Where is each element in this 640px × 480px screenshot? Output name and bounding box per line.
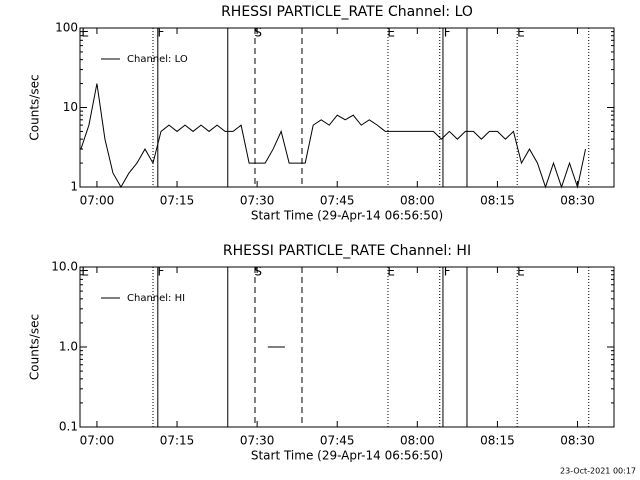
y-tick-label: 1.0 [59,340,78,354]
flag-label: F [444,265,451,279]
x-tick-label: 07:30 [240,434,275,448]
chart-title: RHESSI PARTICLE_RATE Channel: HI [223,243,471,259]
flag-label: E [387,26,395,40]
x-tick-label: 08:15 [480,194,515,208]
flag-label: E [81,265,89,279]
plot-frame [79,27,615,188]
y-tick-label: 100 [55,21,78,35]
x-tick-label: 08:00 [400,194,435,208]
flag-label: S [254,265,262,279]
x-tick-label: 07:45 [320,434,355,448]
x-tick-label: 07:15 [160,434,195,448]
x-tick-label: 07:15 [160,194,195,208]
x-tick-label: 08:30 [560,434,595,448]
x-tick-label: 07:00 [80,434,115,448]
footer-timestamp: 23-Oct-2021 00:17 [560,467,636,476]
x-tick-label: 08:00 [400,434,435,448]
legend-label: Channel: LO [127,54,188,65]
y-tick-label: 0.1 [59,420,78,434]
flag-label: F [158,26,165,40]
flag-label: E [387,265,395,279]
y-axis-label: Counts/sec [28,314,42,380]
series-line [80,83,587,189]
y-tick-label: 10.0 [51,260,78,274]
flag-label: E [517,26,525,40]
flag-label: E [81,26,89,40]
x-tick-label: 07:45 [320,194,355,208]
flag-label: F [158,265,165,279]
x-tick-label: 07:00 [80,194,115,208]
chart-title: RHESSI PARTICLE_RATE Channel: LO [221,4,473,20]
plot-frame [79,266,615,428]
legend-label: Channel: HI [127,293,185,304]
x-axis-label: Start Time (29-Apr-14 06:56:50) [251,209,443,223]
flag-label: F [444,26,451,40]
y-tick-label: 1 [70,180,78,194]
y-axis-label: Counts/sec [28,74,42,140]
x-tick-label: 08:15 [480,434,515,448]
x-axis-label: Start Time (29-Apr-14 06:56:50) [251,449,443,463]
x-tick-label: 07:30 [240,194,275,208]
y-tick-label: 10 [63,100,78,114]
flag-label: S [254,26,262,40]
x-tick-label: 08:30 [560,194,595,208]
flag-label: E [517,265,525,279]
